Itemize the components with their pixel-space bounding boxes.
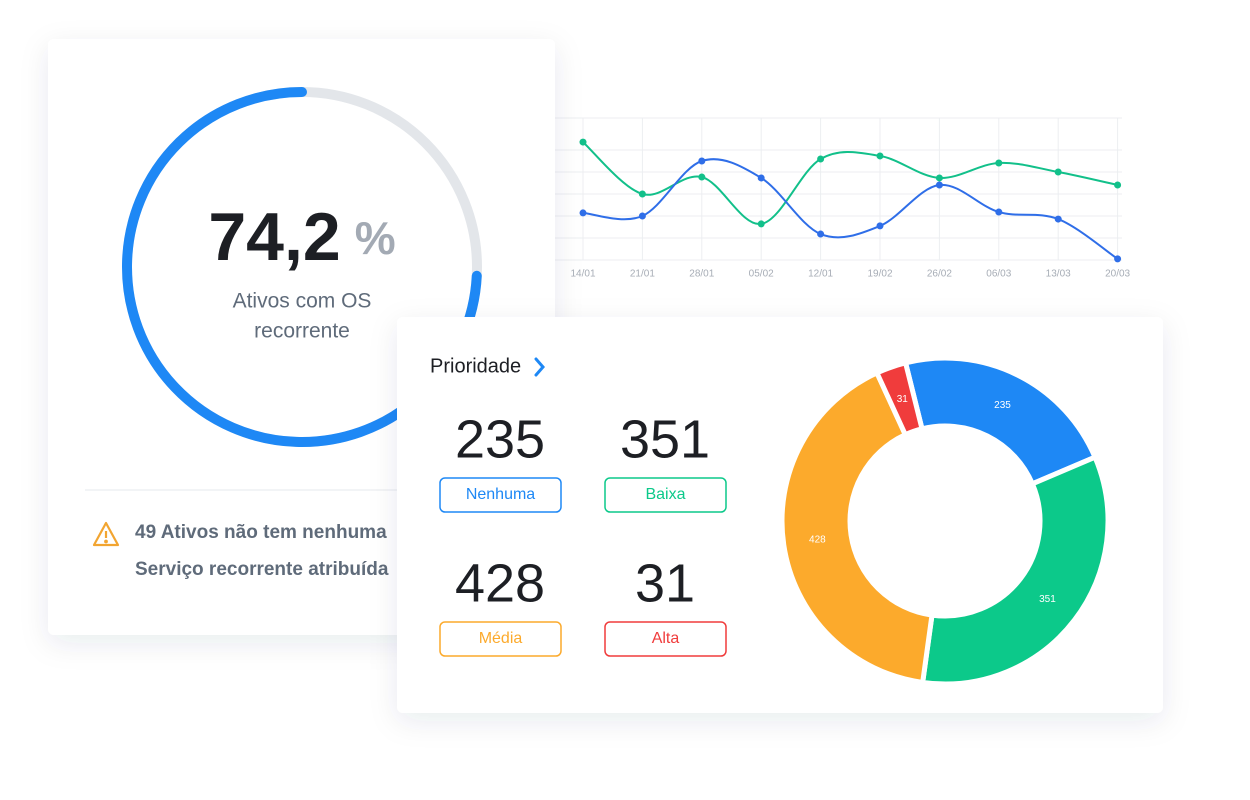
- priority-count: 235: [455, 409, 545, 469]
- x-tick-label: 28/01: [689, 269, 714, 280]
- warning-text: Serviço recorrente atribuída: [135, 559, 389, 580]
- point: [935, 174, 943, 182]
- x-tick-label: 06/03: [986, 269, 1011, 280]
- priority-label: Baixa: [645, 486, 685, 503]
- value: 74,2: [208, 199, 340, 275]
- point: [1114, 181, 1122, 189]
- priority-badge: [439, 621, 562, 657]
- warning-text: 49 Ativos não tem nenhuma: [135, 522, 387, 543]
- data-label: 428: [809, 534, 826, 545]
- priority-badge: [604, 621, 727, 657]
- point: [638, 212, 646, 220]
- priority-label: Média: [479, 630, 523, 647]
- point: [579, 209, 587, 217]
- data-label: 31: [897, 394, 909, 405]
- line: [582, 141, 1118, 225]
- point: [1054, 215, 1062, 223]
- data-label: 351: [1039, 594, 1056, 605]
- donut-slice: [920, 454, 1111, 687]
- point: [876, 152, 884, 160]
- priority-label: Alta: [652, 630, 680, 647]
- x-tick-label: 20/03: [1105, 269, 1130, 280]
- point: [876, 222, 884, 230]
- point: [579, 138, 587, 146]
- gauge-label: Ativos com OS: [233, 290, 372, 313]
- chevron[interactable]: [534, 357, 545, 377]
- point: [995, 159, 1003, 167]
- x-tick-label: 13/03: [1046, 269, 1071, 280]
- priority-count: 428: [455, 553, 545, 613]
- warning-icon: [92, 521, 120, 547]
- unit: %: [355, 212, 396, 264]
- point: [817, 155, 825, 163]
- gauge-value: 74,2%: [208, 199, 395, 275]
- x-tick-label: 05/02: [749, 269, 774, 280]
- card-title[interactable]: Prioridade: [430, 355, 521, 377]
- priority-badge: [604, 477, 727, 513]
- point: [995, 208, 1003, 216]
- point: [1054, 168, 1062, 176]
- priority-label: Nenhuma: [466, 486, 535, 503]
- x-tick-label: 26/02: [927, 269, 952, 280]
- priority-card: Prioridade 235 235 Nenhuma 351 351 Baixa 428 42…: [397, 317, 1163, 713]
- point: [698, 157, 706, 165]
- point: [757, 220, 765, 228]
- data-label: 235: [994, 400, 1011, 411]
- line-chart: 14/01 21/01 28/01 05/02 12/01 19/02 26/02 06/03…: [555, 117, 1131, 280]
- priority-count: 31: [635, 553, 695, 613]
- x-tick-label: 21/01: [630, 269, 655, 280]
- priority-count: 351: [620, 409, 710, 469]
- x-tick-label: 12/01: [808, 269, 833, 280]
- point: [817, 230, 825, 238]
- gauge-label: recorrente: [254, 320, 350, 343]
- point: [935, 181, 943, 189]
- donut-slice: [874, 360, 925, 438]
- donut-slice: [903, 355, 1098, 487]
- point: [638, 190, 646, 198]
- priority-badge: [439, 477, 562, 513]
- x-tick-label: 19/02: [867, 269, 892, 280]
- x-tick-label: 14/01: [570, 269, 595, 280]
- donut-slice: [779, 370, 935, 685]
- point: [1114, 255, 1122, 263]
- line: [582, 158, 1119, 260]
- point: [757, 174, 765, 182]
- point: [698, 173, 706, 181]
